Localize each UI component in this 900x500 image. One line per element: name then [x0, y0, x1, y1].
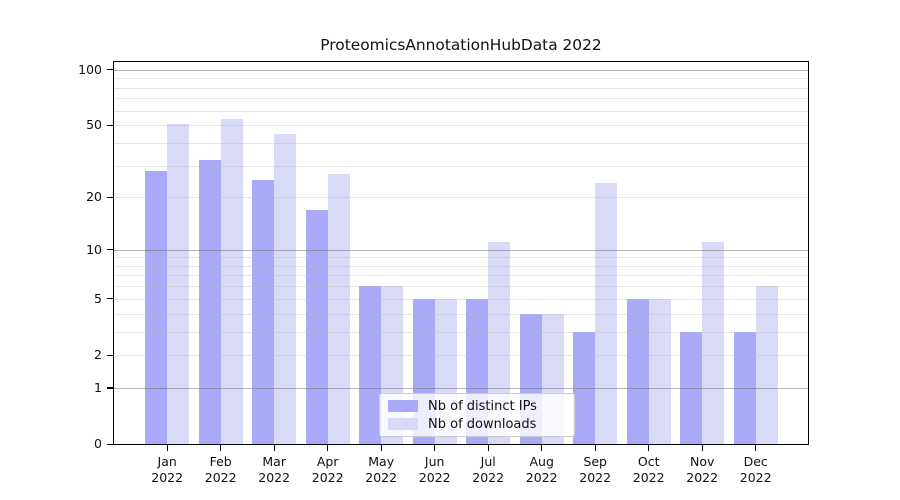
- x-tick-label: Apr 2022: [311, 454, 344, 485]
- x-tick-label: Jan 2022: [151, 454, 184, 485]
- bar-distinct-ips: [573, 331, 595, 444]
- x-tick-mark: [755, 445, 757, 451]
- legend-swatch-downloads: [388, 418, 418, 430]
- x-tick-mark: [327, 445, 329, 451]
- x-tick-mark: [701, 445, 703, 451]
- plot-area: Nb of distinct IPs Nb of downloads: [113, 61, 809, 445]
- bar-downloads: [648, 298, 671, 444]
- bar-downloads: [274, 133, 296, 444]
- legend: Nb of distinct IPs Nb of downloads: [379, 393, 575, 437]
- y-tick-mark: [107, 249, 113, 251]
- gridline-minor: [114, 87, 808, 89]
- gridline-minor: [114, 78, 808, 80]
- y-tick-mark: [107, 443, 113, 445]
- y-tick-label: 2: [94, 347, 102, 363]
- x-tick-label: Feb 2022: [204, 454, 237, 485]
- x-tick-mark: [487, 445, 489, 451]
- y-tick-label: 20: [86, 189, 102, 205]
- y-tick-label: 5: [94, 290, 102, 306]
- bar-distinct-ips: [252, 179, 274, 444]
- bar-distinct-ips: [145, 170, 167, 444]
- y-tick-mark: [107, 298, 113, 300]
- y-tick-mark: [107, 124, 113, 126]
- y-tick-label: 100: [78, 61, 102, 77]
- y-tick-mark: [107, 69, 113, 71]
- legend-item-distinct-ips: Nb of distinct IPs: [388, 399, 566, 414]
- bar-downloads: [595, 182, 617, 444]
- x-tick-mark: [648, 445, 650, 451]
- x-tick-label: Jul 2022: [472, 454, 505, 485]
- bar-distinct-ips: [680, 331, 702, 444]
- y-tick-label: 10: [86, 241, 102, 257]
- gridline-minor: [114, 98, 808, 100]
- x-tick-mark: [380, 445, 382, 451]
- x-tick-mark: [434, 445, 436, 451]
- legend-swatch-distinct-ips: [388, 400, 418, 412]
- bar-distinct-ips: [305, 209, 328, 444]
- y-tick-mark: [107, 354, 113, 356]
- y-tick-label: 1: [94, 380, 102, 395]
- x-tick-mark: [594, 445, 596, 451]
- bar-distinct-ips: [733, 331, 756, 444]
- x-tick-mark: [220, 445, 222, 451]
- legend-item-downloads: Nb of downloads: [388, 417, 566, 432]
- x-tick-label: Mar 2022: [258, 454, 291, 485]
- legend-label-distinct-ips: Nb of distinct IPs: [428, 398, 537, 414]
- x-tick-label: May 2022: [365, 454, 398, 485]
- y-tick-mark: [107, 196, 113, 198]
- chart-title: ProteomicsAnnotationHubData 2022: [320, 36, 602, 54]
- bar-distinct-ips: [198, 160, 221, 444]
- gridline-minor: [114, 110, 808, 112]
- bar-distinct-ips: [359, 286, 381, 444]
- x-tick-mark: [273, 445, 275, 451]
- x-tick-label: Nov 2022: [686, 454, 719, 485]
- y-tick-mark: [107, 387, 113, 389]
- x-tick-label: Dec 2022: [739, 454, 772, 485]
- bar-downloads: [220, 119, 243, 444]
- bar-downloads: [702, 242, 724, 444]
- legend-label-downloads: Nb of downloads: [428, 416, 537, 432]
- bar-distinct-ips: [626, 298, 649, 444]
- x-tick-label: Oct 2022: [632, 454, 665, 485]
- x-tick-label: Jun 2022: [418, 454, 451, 485]
- gridline-minor: [114, 142, 808, 144]
- x-tick-label: Aug 2022: [525, 454, 558, 485]
- gridline-minor: [114, 125, 808, 127]
- bar-downloads: [327, 173, 350, 444]
- bar-downloads: [755, 286, 778, 444]
- y-tick-label: 0: [94, 436, 102, 452]
- bar-downloads: [167, 123, 189, 444]
- x-tick-mark: [166, 445, 168, 451]
- gridline-major: [114, 69, 808, 71]
- x-tick-label: Sep 2022: [579, 454, 612, 485]
- x-tick-mark: [541, 445, 543, 451]
- y-tick-label: 50: [86, 117, 102, 133]
